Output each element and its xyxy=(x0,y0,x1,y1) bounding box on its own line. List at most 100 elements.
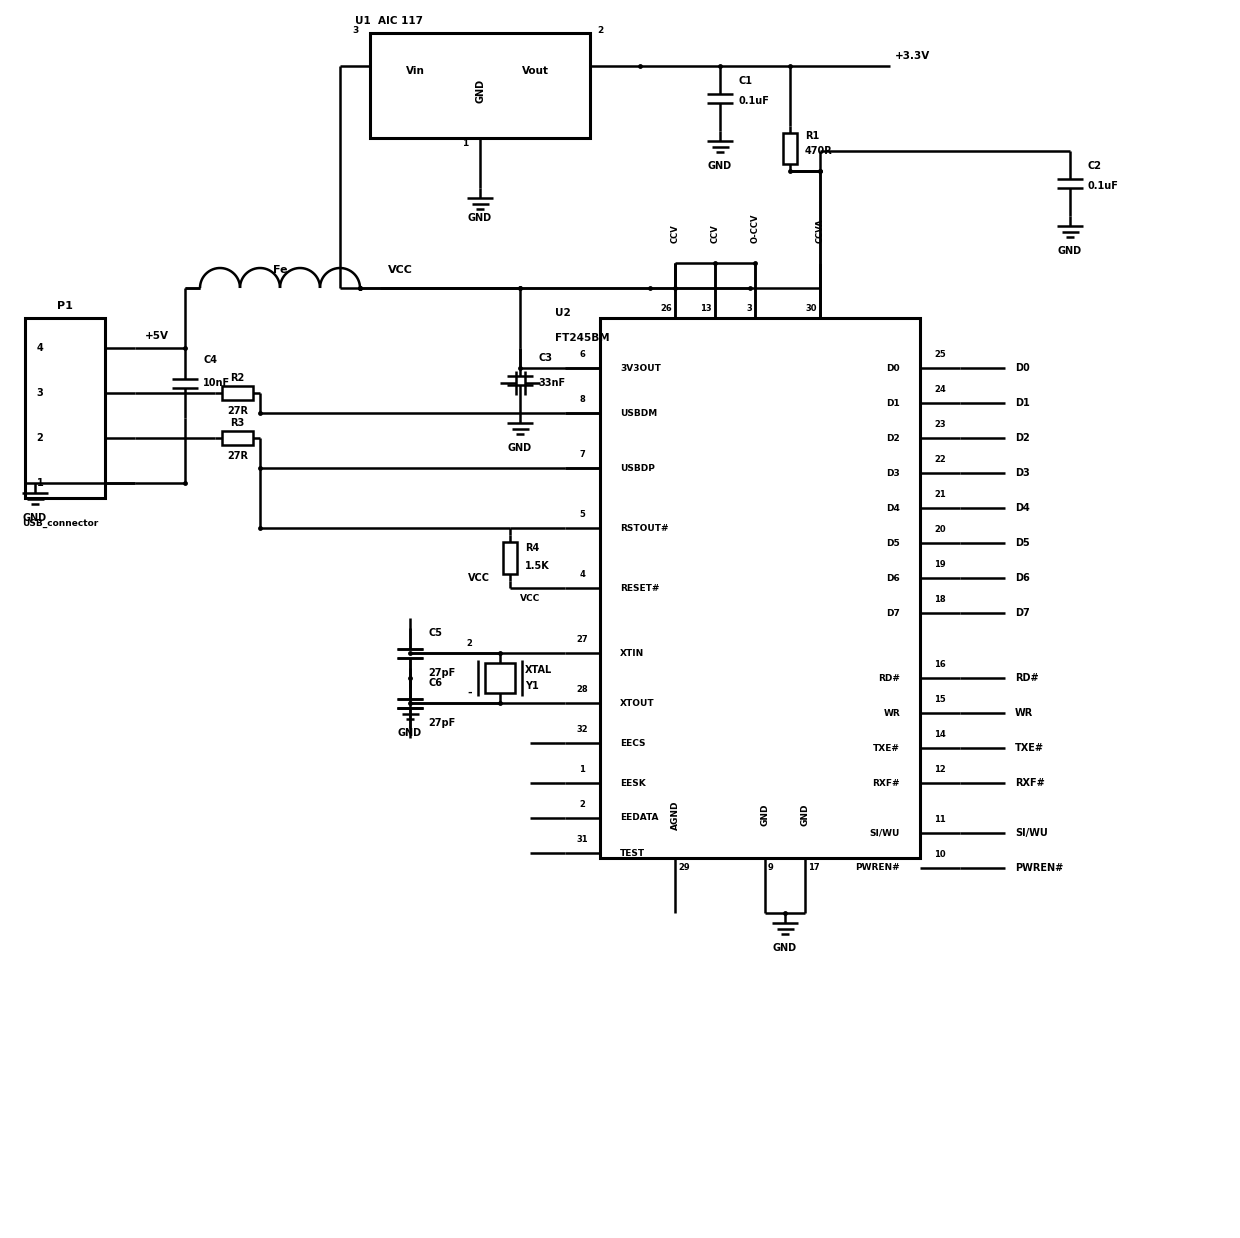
Text: 3V3OUT: 3V3OUT xyxy=(620,364,661,373)
Text: 20: 20 xyxy=(934,525,946,534)
Text: 3: 3 xyxy=(746,305,751,313)
Text: 26: 26 xyxy=(660,305,672,313)
Text: GND: GND xyxy=(22,513,47,522)
Text: R4: R4 xyxy=(525,543,539,553)
Text: D1: D1 xyxy=(1016,397,1029,409)
Text: 470R: 470R xyxy=(805,146,833,156)
Text: GND: GND xyxy=(801,803,810,826)
Text: TEST: TEST xyxy=(620,848,645,858)
Text: 22: 22 xyxy=(934,456,946,464)
Text: 1.5K: 1.5K xyxy=(525,561,549,571)
Text: 10nF: 10nF xyxy=(203,378,231,387)
Text: 19: 19 xyxy=(934,560,946,569)
Text: 33nF: 33nF xyxy=(538,378,565,387)
Text: D1: D1 xyxy=(887,399,900,407)
Text: 2: 2 xyxy=(466,639,472,647)
Text: U2: U2 xyxy=(556,308,570,318)
Text: 27R: 27R xyxy=(227,406,248,416)
Text: PWREN#: PWREN# xyxy=(856,863,900,873)
Bar xyxy=(222,431,253,444)
Text: 2: 2 xyxy=(579,800,585,808)
Text: U1  AIC 117: U1 AIC 117 xyxy=(355,16,423,26)
Text: Vin: Vin xyxy=(405,66,424,76)
Text: 4: 4 xyxy=(37,343,43,353)
Text: Vout: Vout xyxy=(522,66,548,76)
Text: USBDP: USBDP xyxy=(620,463,655,473)
Text: 21: 21 xyxy=(934,490,946,499)
Text: 8: 8 xyxy=(579,395,585,404)
Text: 1: 1 xyxy=(579,765,585,774)
Text: RXF#: RXF# xyxy=(1016,777,1045,789)
Bar xyxy=(600,318,920,858)
Text: +5V: +5V xyxy=(145,331,169,340)
Text: 27pF: 27pF xyxy=(428,718,455,728)
Bar xyxy=(503,542,517,574)
Text: 16: 16 xyxy=(934,660,946,669)
Text: D6: D6 xyxy=(1016,573,1029,583)
Text: RSTOUT#: RSTOUT# xyxy=(620,524,668,532)
Text: 29: 29 xyxy=(678,863,689,872)
Text: EEDATA: EEDATA xyxy=(620,813,658,822)
Text: 27: 27 xyxy=(577,635,588,644)
Text: CCV: CCV xyxy=(671,224,680,243)
Text: D0: D0 xyxy=(1016,363,1029,373)
Text: TXE#: TXE# xyxy=(873,744,900,753)
Text: RXF#: RXF# xyxy=(873,779,900,787)
Text: C4: C4 xyxy=(203,355,217,365)
Text: 30: 30 xyxy=(806,305,817,313)
Text: GND: GND xyxy=(760,803,770,826)
Text: 3: 3 xyxy=(352,26,358,35)
Text: SI/WU: SI/WU xyxy=(1016,828,1048,838)
Text: R2: R2 xyxy=(231,373,244,383)
Text: D0: D0 xyxy=(887,364,900,373)
Text: 25: 25 xyxy=(934,350,946,359)
Text: D4: D4 xyxy=(887,504,900,513)
Text: 0.1uF: 0.1uF xyxy=(738,95,769,105)
Text: D5: D5 xyxy=(1016,539,1029,548)
Text: RD#: RD# xyxy=(1016,673,1039,683)
Text: CCVA: CCVA xyxy=(816,218,825,243)
Text: 10: 10 xyxy=(934,851,946,859)
Text: C3: C3 xyxy=(538,353,552,363)
Bar xyxy=(25,318,105,498)
Text: O-CCV: O-CCV xyxy=(750,213,759,243)
Text: SI/WU: SI/WU xyxy=(869,828,900,837)
Text: 32: 32 xyxy=(577,725,588,734)
Text: 0.1uF: 0.1uF xyxy=(1087,181,1118,191)
Text: RD#: RD# xyxy=(878,673,900,682)
Text: C5: C5 xyxy=(428,628,441,638)
Text: D7: D7 xyxy=(887,609,900,618)
Text: VCC: VCC xyxy=(388,265,413,275)
Text: 7: 7 xyxy=(579,449,585,459)
Text: 28: 28 xyxy=(577,685,588,695)
Text: 4: 4 xyxy=(579,569,585,579)
Text: D6: D6 xyxy=(887,573,900,583)
Bar xyxy=(782,132,797,163)
Text: RESET#: RESET# xyxy=(620,583,660,593)
Text: GND: GND xyxy=(773,943,797,953)
Text: D2: D2 xyxy=(1016,433,1029,443)
Text: FT245BM: FT245BM xyxy=(556,333,610,343)
Text: 18: 18 xyxy=(934,595,946,604)
Text: Y1: Y1 xyxy=(525,681,538,691)
Text: GND: GND xyxy=(508,443,532,453)
Text: D3: D3 xyxy=(1016,468,1029,478)
Text: 2: 2 xyxy=(596,26,603,35)
Text: GND: GND xyxy=(1058,245,1083,255)
Text: R1: R1 xyxy=(805,130,820,140)
Text: XTAL: XTAL xyxy=(525,665,552,675)
Text: 31: 31 xyxy=(577,834,588,844)
Text: CCV: CCV xyxy=(711,224,719,243)
Text: 27pF: 27pF xyxy=(428,669,455,678)
Text: 24: 24 xyxy=(934,385,946,394)
Text: WR: WR xyxy=(883,708,900,718)
Text: XTOUT: XTOUT xyxy=(620,698,655,707)
Text: 1: 1 xyxy=(37,478,43,488)
Text: EECS: EECS xyxy=(620,739,646,748)
Text: C2: C2 xyxy=(1087,161,1102,171)
Text: D3: D3 xyxy=(887,468,900,478)
Text: C1: C1 xyxy=(738,76,751,85)
Text: GND: GND xyxy=(467,213,492,223)
Text: 11: 11 xyxy=(934,815,946,825)
Text: TXE#: TXE# xyxy=(1016,743,1044,753)
